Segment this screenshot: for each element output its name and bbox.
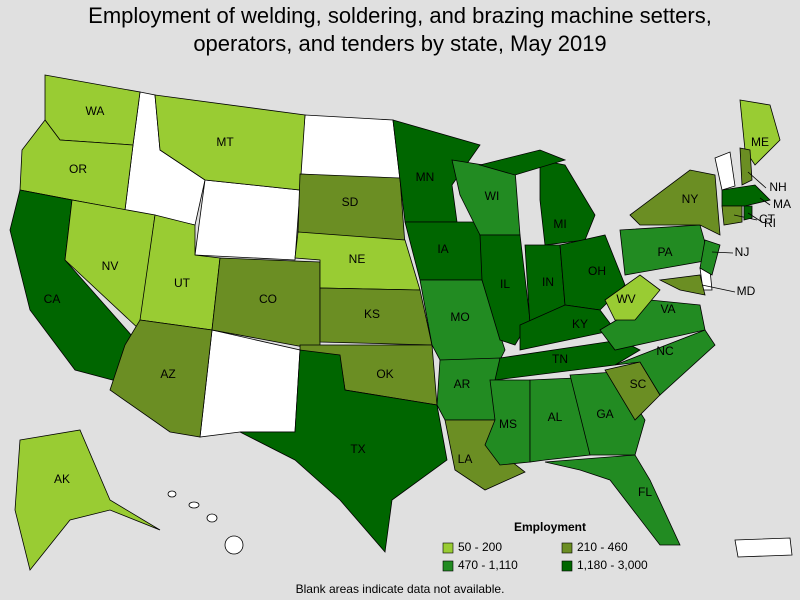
state-shape [494, 339, 641, 381]
state-shape [529, 377, 591, 463]
state-label: RI [764, 216, 776, 230]
state-label: OR [69, 162, 87, 176]
state-shape [721, 184, 771, 207]
state-label: AR [454, 377, 471, 391]
state-label: UT [174, 276, 191, 290]
legend-label: 470 - 1,110 [458, 558, 518, 572]
state-shape [714, 151, 736, 191]
map-title: Employment of welding, soldering, and br… [88, 3, 712, 56]
state-label: IN [542, 275, 554, 289]
no-data-states [124, 91, 793, 558]
legend-swatch [561, 542, 573, 554]
leader-line [747, 212, 763, 223]
state-label: LA [458, 452, 473, 466]
state-label: NC [656, 344, 674, 358]
legend-swatch [442, 560, 454, 572]
state-label: WA [86, 104, 105, 118]
state-label: AL [548, 410, 563, 424]
state-shape [734, 537, 793, 558]
state-label: ME [751, 135, 769, 149]
state-label: WI [485, 189, 500, 203]
state-shape [199, 329, 301, 438]
legend-title: Employment [514, 520, 586, 534]
state-shape [739, 99, 781, 166]
state-label: OK [376, 367, 393, 381]
legend-swatch [442, 542, 454, 554]
state-label: NH [769, 180, 786, 194]
state-label: MS [499, 417, 517, 431]
state-label: AK [54, 472, 70, 486]
state-label: KY [572, 317, 588, 331]
state-label: IA [437, 242, 448, 256]
state-shape [658, 274, 706, 296]
legend: Employment 50 - 200 210 - 460 470 - 1,110 1… [442, 520, 648, 572]
state-label: NE [349, 252, 366, 266]
state-shape [699, 239, 721, 276]
state-label: CA [44, 292, 61, 306]
state-label: MT [216, 135, 234, 149]
state-label: AZ [160, 367, 175, 381]
leader-line [711, 251, 734, 254]
state-label: TX [350, 442, 365, 456]
state-label: SD [342, 195, 359, 209]
state-label: NY [682, 192, 699, 206]
state-label: MA [773, 197, 791, 211]
state-shape [479, 234, 531, 346]
state-shape [539, 159, 596, 246]
state-shape [721, 205, 743, 226]
state-label: TN [552, 352, 568, 366]
state-shape [154, 94, 306, 191]
legend-label: 1,180 - 3,000 [577, 558, 648, 572]
leader-line [747, 171, 767, 189]
legend-label: 210 - 460 [577, 540, 628, 554]
state-label: CT [759, 212, 776, 226]
state-shape [544, 454, 681, 546]
state-label: NJ [735, 245, 750, 259]
note: Blank areas indicate data not available. [296, 582, 505, 596]
states: WA OR CA NV UT AZ MT CO SD NE KS OK TX MN IA MO AR LA WI IL… [9, 74, 791, 571]
state-shape [614, 329, 716, 396]
state-shape [519, 304, 616, 351]
leader-line [759, 197, 771, 206]
state-label: WV [616, 292, 635, 306]
state-label: MN [416, 170, 435, 184]
state-label: NV [102, 259, 119, 273]
state-label: GA [596, 407, 613, 421]
state-shape [299, 114, 401, 181]
state-label: MD [737, 284, 756, 298]
island [206, 513, 218, 523]
state-label: CO [259, 292, 277, 306]
island [224, 535, 244, 555]
state-shape [604, 274, 661, 321]
state-shape [14, 429, 161, 571]
state-shape [194, 179, 301, 261]
state-label: KS [364, 307, 380, 321]
state-label: OH [588, 264, 606, 278]
state-shape [629, 169, 721, 236]
state-label: VA [660, 302, 675, 316]
state-shape [478, 149, 567, 176]
island [167, 490, 177, 498]
island [188, 501, 200, 509]
leader-line [701, 284, 736, 293]
state-label: MI [553, 217, 566, 231]
state-label: IL [500, 277, 510, 291]
state-shape [739, 147, 753, 186]
state-label: FL [638, 485, 652, 499]
legend-swatch [561, 560, 573, 572]
legend-label: 50 - 200 [458, 540, 502, 554]
state-shape [239, 349, 448, 553]
state-label: MO [450, 310, 469, 324]
state-label: PA [657, 245, 672, 259]
state-label: SC [630, 377, 647, 391]
